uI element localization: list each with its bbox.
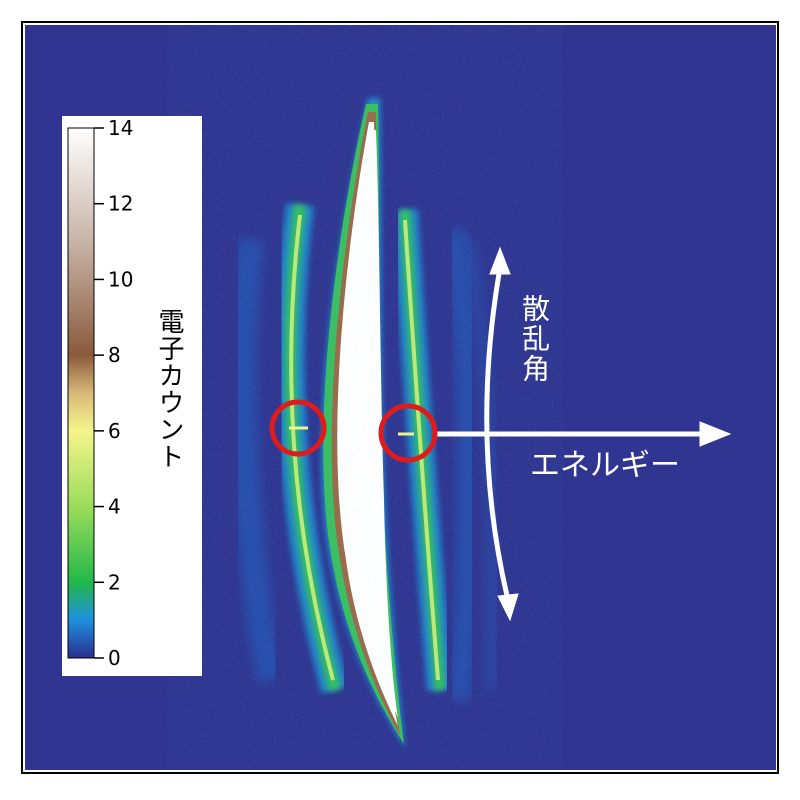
energy-arrowhead (699, 421, 732, 447)
scatter-angle-label: 散乱角 (518, 294, 551, 384)
colorbar-tick-label: 0 (108, 646, 121, 670)
colorbar-tick-label: 2 (108, 570, 121, 594)
colorbar-tick-label: 10 (108, 267, 133, 291)
scatter-angle-arrow (484, 267, 511, 601)
scatter-angle-arrowhead-bottom (497, 593, 519, 622)
annotation-arrows (436, 246, 732, 622)
colorbar-tick-label: 6 (108, 419, 121, 443)
highlight-circle-right (378, 403, 438, 463)
colorbar-tick-label: 14 (108, 116, 133, 140)
colorbar-tick-label: 4 (108, 495, 121, 519)
colorbar-tick-label: 12 (108, 192, 133, 216)
highlight-circle-left (269, 399, 327, 457)
colorbar-ticks: 0 2 4 6 8 10 12 14 (94, 116, 133, 670)
noise-speckle (200, 90, 530, 770)
colorbar-label: 電子カウント (154, 308, 184, 470)
scatter-angle-arrowhead-top (489, 246, 511, 275)
diffraction-pattern (200, 90, 530, 770)
colorbar-tick-label: 8 (108, 343, 121, 367)
energy-label: エネルギー (530, 448, 680, 483)
colorbar (67, 127, 95, 659)
